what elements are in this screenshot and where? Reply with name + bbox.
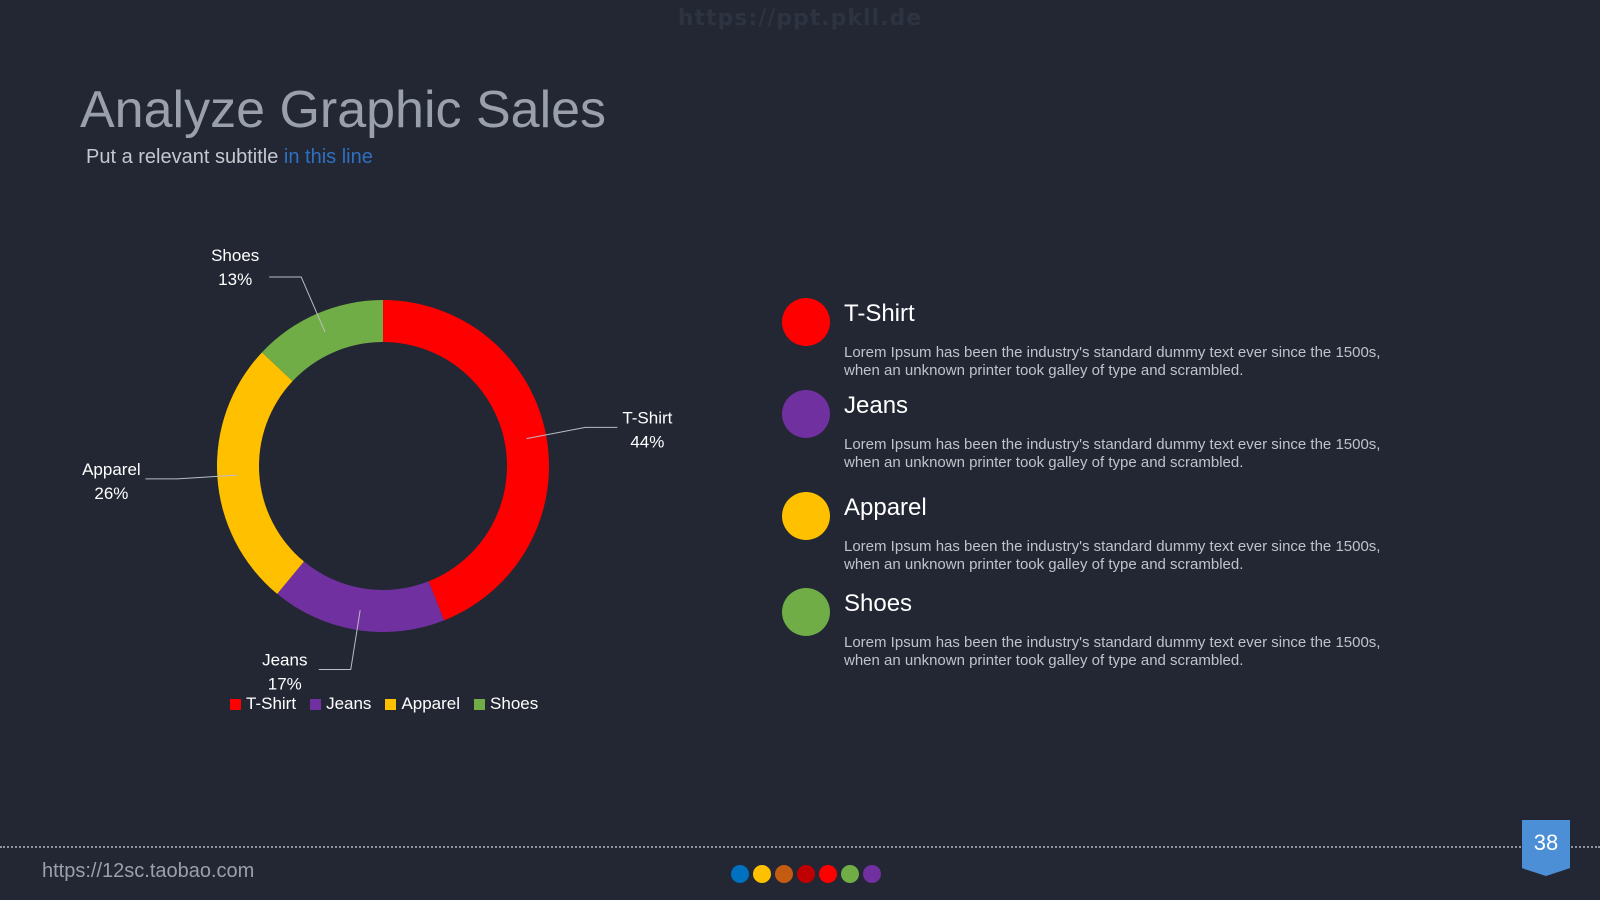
detail-dot [782,298,830,346]
detail-text-line: when an unknown printer took galley of t… [844,362,1244,379]
leader-lines [145,276,618,670]
subtitle-plain: Put a relevant subtitle [86,146,284,168]
detail-text-line: Lorem Ipsum has been the industry's stan… [844,344,1381,361]
slice-t-shirt [383,300,549,621]
decorative-dot [819,865,837,883]
chart-legend: T-Shirt Jeans Apparel Shoes [230,694,538,714]
detail-title: Apparel [844,494,927,521]
detail-text: Lorem Ipsum has been the industry's stan… [844,436,1464,472]
legend-swatch [310,698,322,710]
detail-title: T-Shirt [844,300,915,327]
detail-text: Lorem Ipsum has been the industry's stan… [844,634,1464,670]
detail-title: Jeans [844,392,909,419]
data-value-apparel: 26% [94,484,128,503]
decorative-dot [863,865,881,883]
detail-text-line: when an unknown printer took galley of t… [844,454,1244,471]
color-dots [731,865,881,883]
legend-item-jeans: Jeans [310,694,371,714]
leader-line-apparel [145,474,238,480]
detail-dot [782,588,830,636]
data-label-shoes: Shoes [211,246,259,265]
leader-line-jeans [318,610,361,670]
data-labels: T-Shirt 44% Jeans 17% Apparel 26% Shoes 13% [82,246,673,694]
slice-jeans [277,561,445,632]
donut-slices [216,300,549,632]
data-label-apparel: Apparel [82,460,141,479]
detail-text-line: when an unknown printer took galley of t… [844,556,1244,573]
data-label-t-shirt: T-Shirt [622,408,672,427]
slice-shoes [261,300,383,382]
watermark-text: https://ppt.pkll.de [677,6,923,31]
legend-swatch [474,698,486,710]
legend-item-apparel: Apparel [385,694,460,714]
decorative-dot [797,865,815,883]
detail-dot [782,390,830,438]
leader-line-t-shirt [526,426,618,440]
decorative-dot [731,865,749,883]
detail-title: Shoes [844,590,913,617]
data-value-shoes: 13% [218,270,252,289]
detail-text-line: Lorem Ipsum has been the industry's stan… [844,436,1381,453]
slice-apparel [216,352,304,594]
leader-line-shoes [269,276,326,333]
data-value-jeans: 17% [268,674,302,693]
legend-label: Shoes [490,694,539,713]
detail-dot [782,492,830,540]
data-value-t-shirt: 44% [630,432,664,451]
page-title: Analyze Graphic Sales [80,81,607,139]
legend-label: Jeans [326,694,372,713]
footer-url[interactable]: https://12sc.taobao.com [42,860,255,882]
decorative-dot [841,865,859,883]
legend-swatch [385,698,397,710]
data-label-jeans: Jeans [262,650,307,669]
page-number-badge: 38 [1522,820,1570,876]
footer-divider [0,846,1600,848]
decorative-dot [753,865,771,883]
detail-text: Lorem Ipsum has been the industry's stan… [844,538,1464,574]
subtitle-highlight: in this line [283,146,373,168]
detail-text: Lorem Ipsum has been the industry's stan… [844,344,1464,380]
legend-swatch [230,698,241,710]
detail-text-line: when an unknown printer took galley of t… [844,652,1244,669]
legend-label: T-Shirt [246,694,297,713]
page-subtitle: Put a relevant subtitle in this line [86,146,373,169]
legend-item-shoes: Shoes [474,694,538,714]
legend-label: Apparel [401,694,461,713]
detail-text-line: Lorem Ipsum has been the industry's stan… [844,538,1381,555]
detail-text-line: Lorem Ipsum has been the industry's stan… [844,634,1381,651]
legend-item-t-shirt: T-Shirt [230,694,296,714]
decorative-dot [775,865,793,883]
